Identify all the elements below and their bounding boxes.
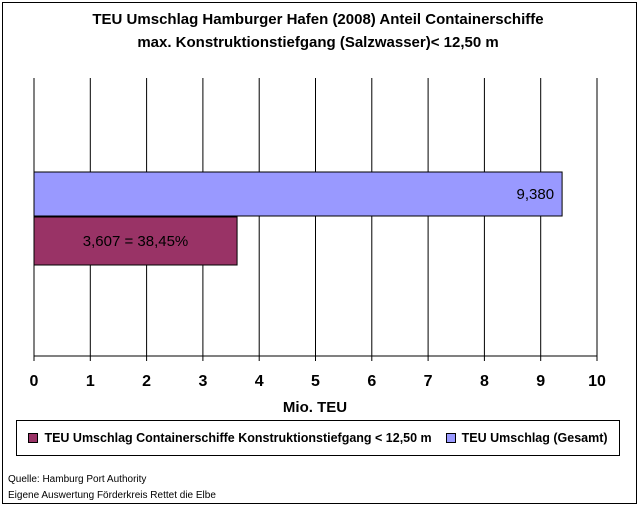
bar-gesamt [33,171,563,217]
x-axis-label: Mio. TEU [283,399,347,416]
x-tick-label-4: 4 [255,373,264,390]
x-tick-label-1: 1 [86,373,95,390]
x-tick-label-9: 9 [536,373,545,390]
legend-item-gesamt: TEU Umschlag (Gesamt) [445,431,608,445]
x-tick-label-0: 0 [30,373,39,390]
legend-swatch-gesamt [445,433,456,443]
source-line-1: Quelle: Hamburg Port Authority [8,474,147,485]
chart-title-line2: max. Konstruktionstiefgang (Salzwasser)<… [137,34,498,51]
x-tick-label-3: 3 [198,373,207,390]
data-label-gesamt: 9,380 [517,186,555,203]
data-label-containerschiffe: 3,607 = 38,45% [83,233,189,250]
plot-area: 0 1 2 3 4 5 6 7 8 9 10 9,380 3,607 = 38,45% [30,78,606,390]
legend-item-containerschiffe: TEU Umschlag Containerschiffe Konstrukti… [28,431,432,445]
legend-swatch-containerschiffe [28,433,39,443]
legend-label-gesamt: TEU Umschlag (Gesamt) [461,431,608,445]
x-tick-label-6: 6 [367,373,376,390]
x-tick-label-5: 5 [311,373,320,390]
x-tick-label-7: 7 [424,373,433,390]
legend-label-containerschiffe: TEU Umschlag Containerschiffe Konstrukti… [44,431,432,445]
legend: TEU Umschlag Containerschiffe Konstrukti… [16,420,620,456]
bar-containerschiffe [33,216,238,266]
chart-title-line1: TEU Umschlag Hamburger Hafen (2008) Ante… [92,11,543,28]
x-tick-label-2: 2 [142,373,151,390]
source-line-2: Eigene Auswertung Förderkreis Rettet die… [8,490,216,501]
source-note: Quelle: Hamburg Port Authority Eigene Au… [8,472,216,504]
x-tick-label-10: 10 [588,373,606,390]
x-tick-label-8: 8 [480,373,489,390]
